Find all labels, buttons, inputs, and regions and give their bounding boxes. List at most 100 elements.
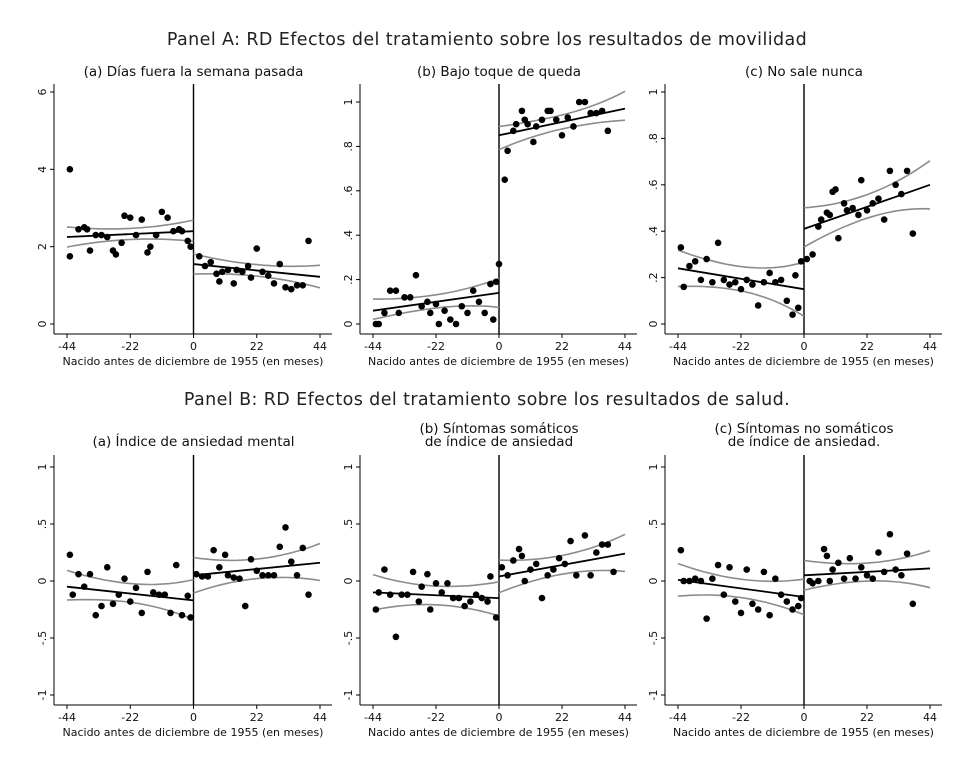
data-point [287,558,295,565]
x-tick-label: 0 [496,340,503,353]
data-point [709,575,716,583]
data-point [467,598,474,605]
data-point [178,611,186,619]
data-point [903,167,911,175]
y-tick-label: .2 [342,274,355,285]
x-tick-label: -44 [58,711,76,724]
y-tick-label: -.5 [342,631,355,645]
data-point [83,225,91,233]
data-point [418,302,425,310]
data-point [287,285,295,293]
data-point [772,575,779,583]
data-point [126,214,134,221]
y-tick-label: 0 [647,578,660,585]
y-tick-label: 0 [36,321,49,328]
data-point [299,544,307,552]
data-point [452,320,460,328]
data-point [167,609,174,617]
x-tick-label: 22 [555,711,569,724]
data-point [530,138,537,146]
y-tick-label: .2 [647,272,660,283]
data-point [233,266,240,274]
data-point [680,577,688,585]
data-point [880,216,888,223]
data-point [510,557,517,564]
data-point [749,281,756,288]
data-point [253,567,261,575]
right-ci-upper-band [193,542,321,562]
data-point [253,245,261,252]
data-point [829,566,836,573]
data-point [487,573,494,580]
data-point [86,570,94,578]
data-point [210,546,217,554]
data-point [92,611,100,619]
data-point [75,225,82,233]
data-point [720,591,728,598]
data-point [826,211,834,219]
y-tick-label: .4 [342,230,355,241]
data-point [737,609,745,617]
data-point [195,253,203,260]
data-point [909,600,917,608]
data-point [230,280,238,287]
data-point [498,564,506,571]
x-tick-label: 44 [618,711,632,724]
data-point [475,298,483,306]
data-point [207,258,215,266]
y-tick-label: 6 [36,89,49,96]
y-tick-label: .6 [342,186,355,197]
data-point [863,572,871,579]
data-point [832,186,839,193]
y-tick-label: 1 [342,464,355,471]
x-tick-label: -22 [732,340,750,353]
data-point [216,564,223,571]
data-point [909,230,917,237]
y-tick-label: .8 [647,133,660,144]
data-point [299,282,307,289]
data-point [792,271,799,279]
data-point [392,633,400,641]
data-point [772,278,779,286]
x-axis-label: Nacido antes de diciembre de 1955 (en me… [368,355,629,368]
data-point [98,602,105,610]
data-point [777,276,785,284]
x-tick-label: 44 [618,340,632,353]
data-point [375,589,383,596]
data-point [869,575,877,583]
data-point [458,302,466,310]
data-point [766,611,773,619]
data-point [731,278,739,286]
data-point [703,255,710,263]
data-point [178,227,186,235]
data-point [201,262,209,270]
left-ci-lower-band [372,304,500,321]
y-tick-label: .5 [36,519,49,530]
x-tick-label: -44 [669,711,687,724]
data-point [170,227,177,235]
data-point [224,266,232,274]
right-ci-upper-band [193,253,321,268]
y-tick-label: .8 [342,141,355,152]
data-point [276,260,284,268]
data-point [244,262,252,270]
data-point [438,589,446,596]
data-point [610,568,617,576]
data-point [587,109,594,117]
data-point [783,297,791,305]
data-point [492,278,500,286]
data-point [789,606,796,613]
right-ci-upper-band [498,90,626,128]
data-point [259,572,266,579]
data-point [697,276,705,284]
data-point [432,300,440,308]
data-point [677,244,685,251]
data-point [593,109,600,117]
data-point [481,309,488,317]
data-point [794,602,802,610]
data-point [103,564,111,571]
data-point [869,200,877,207]
data-point [241,602,249,610]
data-point [172,561,180,569]
data-point [680,283,688,291]
